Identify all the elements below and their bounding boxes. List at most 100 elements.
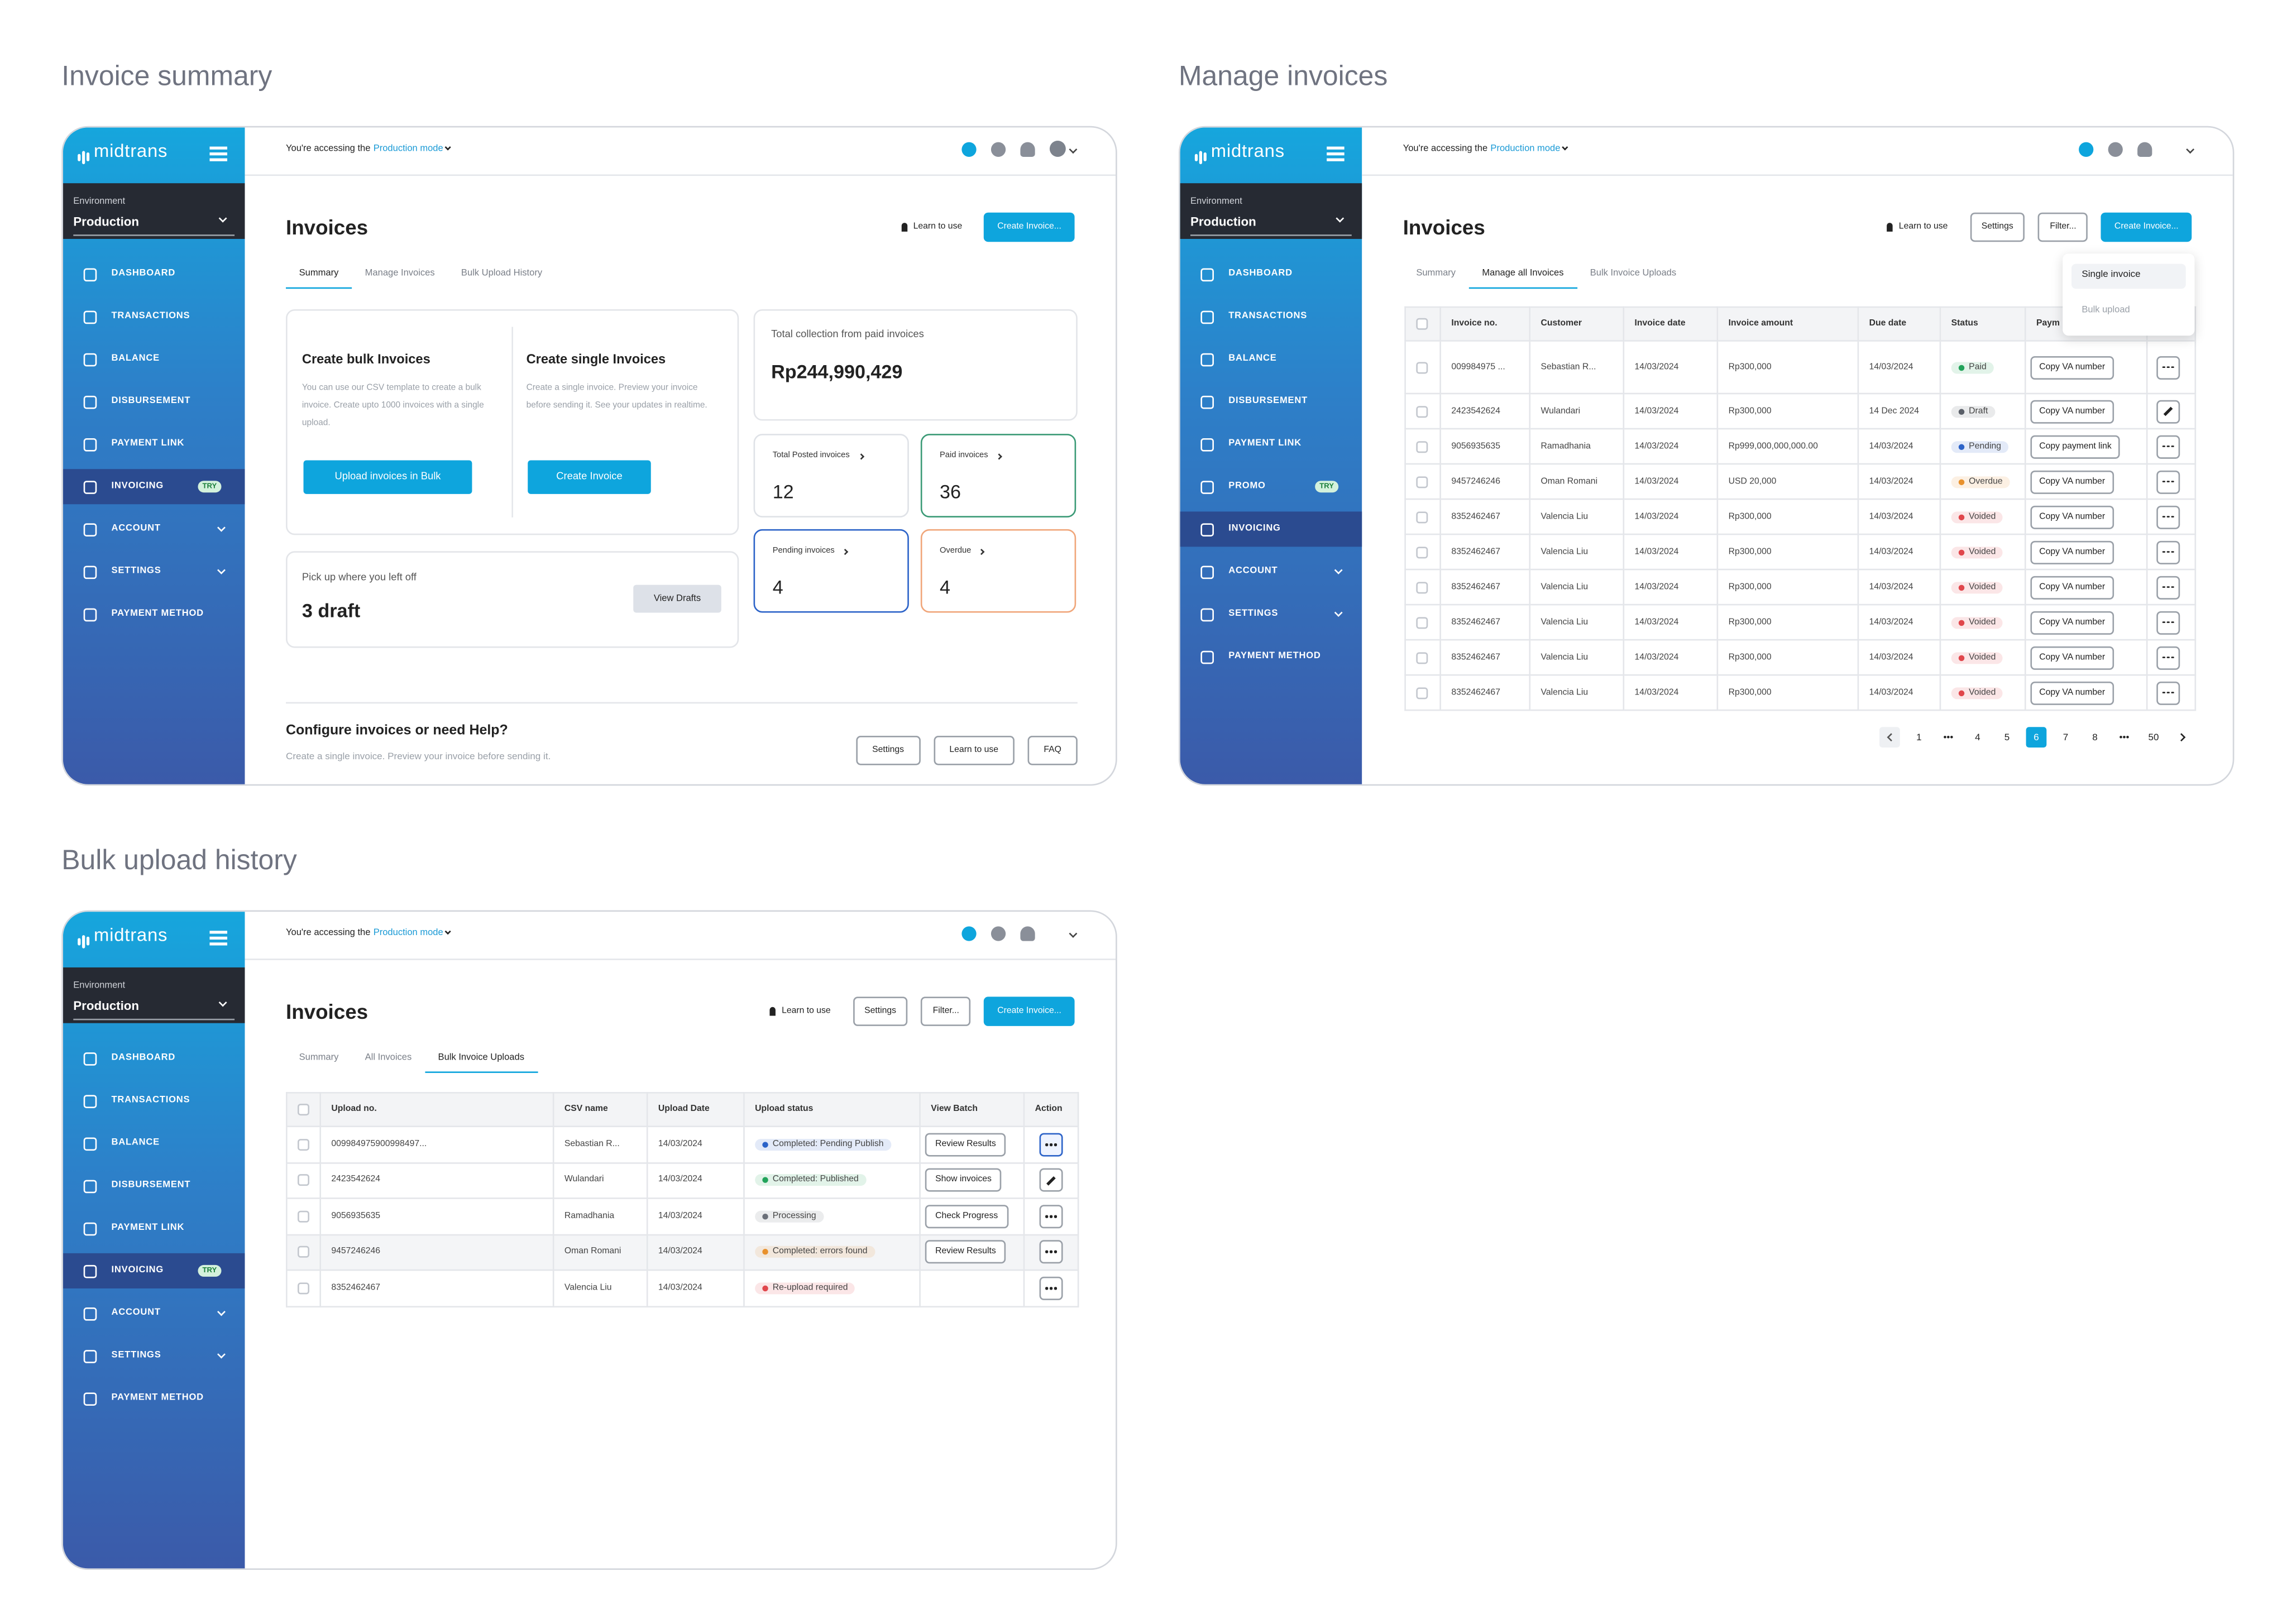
menu-item[interactable]: INVOICING (111, 481, 164, 491)
more-button[interactable] (1039, 1276, 1063, 1300)
top-icon[interactable] (991, 926, 1006, 941)
more-button[interactable] (1039, 1132, 1063, 1156)
learn-link[interactable]: Learn to use (901, 223, 962, 232)
menu-item[interactable]: PAYMENT LINK (111, 1222, 185, 1233)
row-button[interactable]: Copy VA number (2030, 470, 2114, 494)
tab[interactable]: All Invoices (365, 1052, 412, 1063)
action-button[interactable]: Filter... (2038, 212, 2088, 242)
menu-item[interactable]: SETTINGS (1228, 608, 1279, 619)
menu-item[interactable]: ACCOUNT (1228, 566, 1278, 576)
top-icon[interactable] (961, 926, 977, 941)
learn-link[interactable]: Learn to use (770, 1007, 831, 1016)
row-button[interactable]: Copy VA number (2030, 355, 2114, 379)
primary-button[interactable]: Upload invoices in Bulk (303, 460, 472, 494)
page-number[interactable]: ••• (2119, 732, 2130, 742)
checkbox[interactable] (1416, 440, 1428, 452)
tab[interactable]: Manage all Invoices (1468, 261, 1577, 289)
checkbox[interactable] (297, 1210, 310, 1223)
more-button[interactable] (2156, 434, 2180, 458)
menu-item[interactable]: TRANSACTIONS (1228, 310, 1308, 322)
checkbox[interactable] (1416, 651, 1428, 664)
checkbox[interactable] (1416, 361, 1428, 373)
row-button[interactable]: Copy VA number (2030, 399, 2114, 423)
checkbox[interactable] (297, 1282, 310, 1294)
action-button[interactable]: Settings (1969, 212, 2025, 242)
row-button[interactable]: Copy VA number (2030, 681, 2114, 705)
mode-link[interactable]: Production mode (373, 928, 443, 938)
row-button[interactable]: Copy payment link (2030, 434, 2121, 458)
tab[interactable]: Summary (285, 261, 352, 289)
action-button[interactable]: Filter... (921, 997, 971, 1026)
menu-item[interactable]: PAYMENT METHOD (111, 608, 204, 619)
more-button[interactable] (2156, 575, 2180, 599)
tab[interactable]: Summary (299, 1052, 339, 1063)
more-button[interactable] (1039, 1204, 1063, 1228)
page-next[interactable] (2173, 727, 2193, 748)
more-button[interactable] (2156, 540, 2180, 564)
page-number[interactable]: 5 (2004, 732, 2010, 742)
menu-item[interactable]: TRANSACTIONS (111, 310, 190, 322)
page-number[interactable]: 1 (1916, 732, 1922, 742)
more-button[interactable] (2156, 355, 2180, 379)
menu-item[interactable]: DISBURSEMENT (1228, 395, 1308, 406)
more-button[interactable] (1039, 1240, 1063, 1264)
menu-item[interactable]: ACCOUNT (111, 523, 161, 534)
menu-item[interactable]: ACCOUNT (111, 1307, 161, 1318)
checkbox[interactable] (1416, 405, 1428, 417)
stat-label[interactable]: Paid invoices (940, 452, 1002, 460)
menu-item[interactable]: DASHBOARD (1228, 268, 1293, 279)
create-button[interactable]: Create Invoice... (2101, 212, 2192, 242)
row-button[interactable]: Copy VA number (2030, 610, 2114, 634)
checkbox[interactable] (297, 1104, 310, 1116)
stat-label[interactable]: Pending invoices (773, 547, 849, 555)
menu-item[interactable]: PAYMENT METHOD (111, 1392, 204, 1403)
menu-item[interactable]: SETTINGS (111, 566, 161, 576)
checkbox[interactable] (1416, 318, 1428, 330)
top-icon[interactable] (1020, 142, 1035, 157)
edit-button[interactable] (1039, 1168, 1063, 1192)
checkbox[interactable] (1416, 581, 1428, 593)
avatar[interactable] (1049, 141, 1066, 157)
checkbox[interactable] (297, 1246, 310, 1258)
top-icon[interactable] (1020, 926, 1035, 941)
more-button[interactable] (2156, 681, 2180, 705)
menu-item[interactable]: PAYMENT LINK (1228, 438, 1302, 449)
primary-button[interactable]: Create Invoice (528, 460, 651, 494)
page-number[interactable]: ••• (1943, 732, 1954, 742)
checkbox[interactable] (1416, 476, 1428, 488)
page-number[interactable]: 4 (1975, 732, 1980, 742)
menu-item[interactable]: TRANSACTIONS (111, 1095, 190, 1105)
menu-item[interactable]: DISBURSEMENT (111, 1180, 191, 1190)
menu-item[interactable]: DASHBOARD (111, 1052, 176, 1063)
menu-item[interactable]: PROMO (1228, 481, 1266, 491)
checkbox[interactable] (1416, 616, 1428, 629)
menu-item[interactable]: DISBURSEMENT (111, 395, 191, 406)
more-button[interactable] (2156, 610, 2180, 634)
tab[interactable]: Manage Invoices (365, 268, 435, 279)
tab[interactable]: Bulk Upload History (461, 268, 543, 279)
checkbox[interactable] (1416, 687, 1428, 699)
create-button[interactable]: Create Invoice... (984, 997, 1075, 1026)
top-icon[interactable] (991, 142, 1006, 157)
menu-item[interactable]: SETTINGS (111, 1350, 161, 1360)
menu-item[interactable]: BALANCE (111, 1137, 160, 1148)
page-number[interactable]: 50 (2148, 732, 2159, 742)
page-number[interactable]: 7 (2063, 732, 2069, 742)
tab[interactable]: Summary (1416, 268, 1456, 279)
menu-item[interactable]: INVOICING (111, 1264, 164, 1276)
row-button[interactable]: Review Results (925, 1240, 1007, 1264)
page-number[interactable]: 8 (2092, 732, 2098, 742)
menu-item[interactable]: BALANCE (1228, 353, 1277, 364)
top-icon[interactable] (961, 142, 977, 157)
menu-item[interactable]: INVOICING (1228, 523, 1281, 534)
top-icon[interactable] (2079, 142, 2094, 157)
mode-link[interactable]: Production mode (373, 143, 443, 154)
menu-item[interactable]: BALANCE (111, 353, 160, 364)
checkbox[interactable] (297, 1174, 310, 1186)
create-button[interactable]: Create Invoice... (984, 212, 1075, 242)
row-button[interactable]: Copy VA number (2030, 505, 2114, 529)
row-button[interactable]: Show invoices (925, 1168, 1002, 1192)
drafts-button[interactable]: View Drafts (633, 585, 721, 613)
stat-label[interactable]: Total Posted invoices (773, 452, 864, 460)
menu-item[interactable]: PAYMENT METHOD (1228, 650, 1321, 662)
